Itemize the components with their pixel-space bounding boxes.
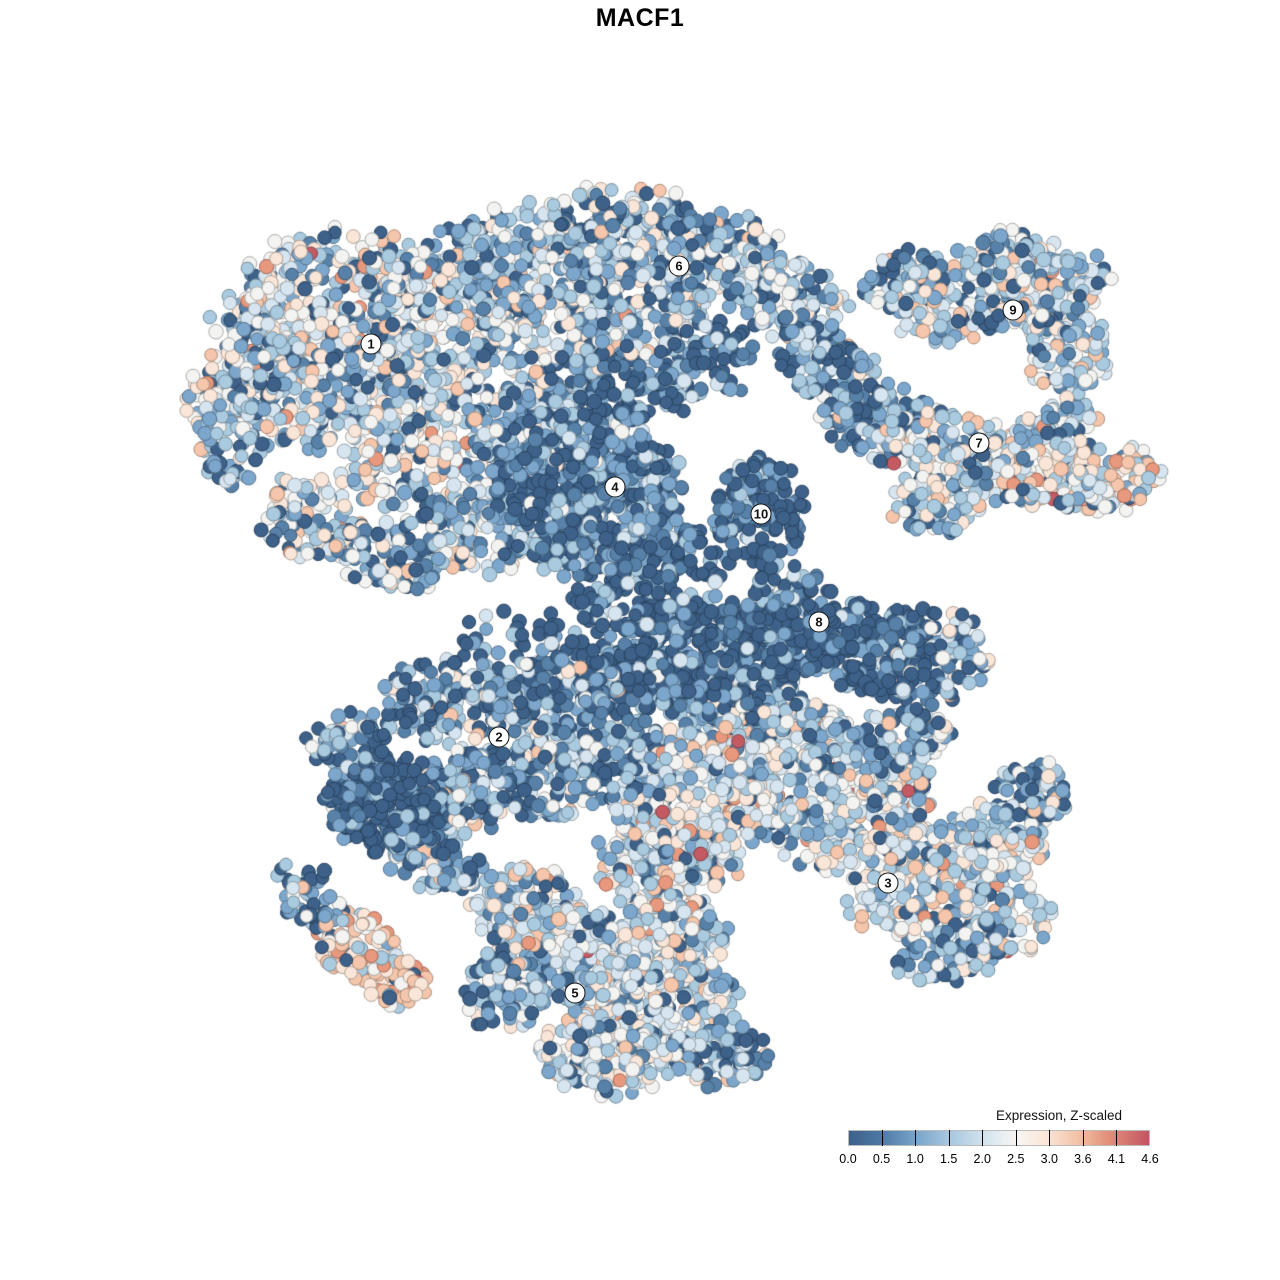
colorbar-tick-mark bbox=[948, 1130, 950, 1146]
colorbar-tick-label: 3.6 bbox=[1074, 1152, 1092, 1166]
colorbar-tick-label: 0.0 bbox=[839, 1152, 857, 1166]
colorbar-tick-label: 4.1 bbox=[1107, 1152, 1126, 1166]
cluster-label-3: 3 bbox=[877, 872, 899, 894]
expression-colorbar-legend: Expression, Z-scaled 0.0 0.5 1.0 1.5 2.0 2.5 3… bbox=[839, 1108, 1158, 1172]
colorbar-tick-label: 2.0 bbox=[973, 1152, 991, 1166]
colorbar-tick-mark bbox=[1049, 1130, 1051, 1146]
cluster-label-6: 6 bbox=[668, 255, 690, 277]
colorbar-tick-mark bbox=[1116, 1130, 1118, 1146]
colorbar-tick-mark bbox=[1015, 1130, 1017, 1146]
colorbar-tick-label: 1.5 bbox=[939, 1152, 958, 1166]
cluster-label-1: 1 bbox=[360, 333, 382, 355]
colorbar-gradient bbox=[848, 1130, 1150, 1146]
cluster-label-5: 5 bbox=[564, 982, 586, 1004]
colorbar-tick-label: 0.5 bbox=[872, 1152, 891, 1166]
colorbar-tick-mark bbox=[915, 1130, 917, 1146]
colorbar-tick-label: 1.0 bbox=[906, 1152, 924, 1166]
colorbar-tick-label: 4.6 bbox=[1141, 1152, 1159, 1166]
cluster-label-9: 9 bbox=[1002, 299, 1024, 321]
colorbar-tick-mark bbox=[982, 1130, 984, 1146]
legend-title: Expression, Z-scaled bbox=[995, 1108, 1123, 1123]
colorbar-tick-mark bbox=[881, 1130, 883, 1146]
colorbar-tick-label: 2.5 bbox=[1007, 1152, 1025, 1166]
cluster-label-10: 10 bbox=[750, 503, 772, 525]
colorbar-tick-label: 3.0 bbox=[1040, 1152, 1059, 1166]
colorbar-tick-mark bbox=[1082, 1130, 1084, 1146]
cluster-label-4: 4 bbox=[604, 476, 626, 498]
cluster-label-2: 2 bbox=[488, 726, 510, 748]
cluster-label-8: 8 bbox=[808, 611, 830, 633]
cluster-label-7: 7 bbox=[968, 432, 990, 454]
